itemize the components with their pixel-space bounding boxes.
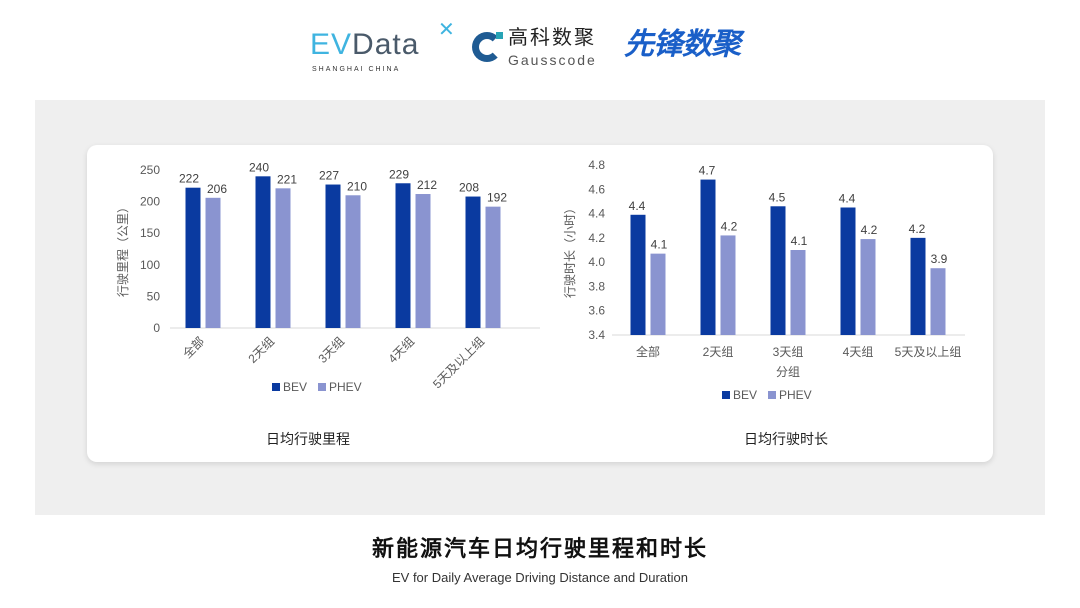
bar-bev — [910, 237, 926, 335]
bar-phev — [485, 206, 501, 328]
x-tick-label: 4天组 — [386, 334, 418, 366]
legend-label-bev: BEV — [733, 388, 757, 402]
data-label-phev: 206 — [207, 182, 227, 196]
bar-phev — [720, 235, 736, 335]
xianfeng-logo: 先锋数聚 — [624, 28, 741, 61]
y-tick-label: 4.8 — [588, 158, 605, 172]
x-tick-label: 全部 — [636, 344, 660, 359]
y-tick-label: 200 — [140, 195, 160, 209]
legend-swatch-bev — [722, 391, 730, 399]
bar-bev — [395, 183, 411, 328]
data-label-bev: 227 — [319, 169, 339, 183]
y-tick-label: 4.0 — [588, 255, 605, 269]
legend-label-phev: PHEV — [779, 388, 812, 402]
legend-swatch-phev — [318, 383, 326, 391]
x-axis-label: 分组 — [776, 365, 800, 379]
y-axis-label: 行驶时长（小时） — [562, 202, 577, 298]
y-tick-label: 4.6 — [588, 182, 605, 196]
bar-bev — [770, 206, 786, 335]
data-label-bev: 208 — [459, 181, 479, 195]
bar-phev — [415, 194, 431, 328]
x-tick-label: 3天组 — [316, 334, 348, 366]
y-tick-label: 0 — [153, 321, 160, 335]
footer-subtitle: EV for Daily Average Driving Distance an… — [391, 570, 689, 585]
data-label-phev: 192 — [487, 191, 507, 205]
gausscode-logo-cn: 高科数聚 — [508, 27, 596, 49]
data-label-phev: 4.2 — [721, 219, 738, 233]
x-tick-label: 2天组 — [246, 334, 278, 366]
legend-swatch-phev — [768, 391, 776, 399]
y-tick-label: 3.4 — [588, 328, 605, 342]
bar-bev — [465, 196, 481, 328]
data-label-bev: 4.4 — [839, 192, 856, 206]
bar-phev — [345, 195, 361, 328]
data-label-bev: 229 — [389, 167, 409, 181]
evdata-logo: EVData ✕ — [310, 19, 456, 61]
y-axis-label: 行驶里程（公里） — [115, 201, 130, 297]
data-label-bev: 222 — [179, 172, 199, 186]
bar-phev — [930, 268, 946, 335]
data-label-phev: 212 — [417, 178, 437, 192]
gausscode-logo-square — [496, 32, 503, 39]
y-tick-label: 250 — [140, 163, 160, 177]
data-label-bev: 240 — [249, 160, 269, 174]
data-label-bev: 4.7 — [699, 164, 716, 178]
legend-label-bev: BEV — [283, 380, 307, 394]
bar-bev — [325, 184, 341, 328]
bar-bev — [255, 176, 271, 328]
x-tick-label: 3天组 — [773, 345, 804, 359]
y-tick-label: 3.6 — [588, 304, 605, 318]
data-label-phev: 210 — [347, 179, 367, 193]
bar-bev — [185, 187, 201, 328]
bar-phev — [275, 188, 291, 328]
bar-phev — [205, 197, 221, 328]
bar-bev — [840, 207, 856, 335]
y-tick-label: 4.2 — [588, 231, 605, 245]
gausscode-logo-en: Gausscode — [508, 52, 597, 68]
footer-title: 新能源汽车日均行驶里程和时长 — [371, 536, 708, 561]
data-label-bev: 4.2 — [909, 222, 926, 236]
x-tick-label: 5天及以上组 — [430, 334, 487, 391]
x-tick-label: 4天组 — [843, 345, 874, 359]
legend-swatch-bev — [272, 383, 280, 391]
y-tick-label: 100 — [140, 258, 160, 272]
chart-title: 日均行驶时长 — [744, 431, 828, 447]
y-tick-label: 150 — [140, 226, 160, 240]
x-tick-label: 全部 — [180, 334, 208, 362]
data-label-phev: 3.9 — [931, 252, 948, 266]
bar-phev — [860, 239, 876, 335]
data-label-bev: 4.4 — [629, 199, 646, 213]
data-label-bev: 4.5 — [769, 190, 786, 204]
chart-title: 日均行驶里程 — [266, 431, 350, 447]
logo-bar: EVData ✕ SHANGHAI CHINA 高科数聚 Gausscode 先锋… — [0, 19, 1080, 73]
data-label-phev: 4.1 — [791, 234, 808, 248]
bar-phev — [790, 250, 806, 335]
bar-phev — [650, 253, 666, 335]
y-tick-label: 50 — [147, 289, 161, 303]
data-label-phev: 4.2 — [861, 223, 878, 237]
gausscode-logo-icon — [472, 32, 502, 62]
x-tick-label: 5天及以上组 — [895, 345, 962, 359]
evdata-logo-sub: SHANGHAI CHINA — [312, 66, 401, 73]
bar-bev — [700, 179, 716, 335]
data-label-phev: 4.1 — [651, 238, 668, 252]
bar-bev — [630, 214, 646, 335]
y-tick-label: 4.4 — [588, 207, 605, 221]
x-tick-label: 2天组 — [703, 345, 734, 359]
y-tick-label: 3.8 — [588, 279, 605, 293]
legend-label-phev: PHEV — [329, 380, 362, 394]
data-label-phev: 221 — [277, 172, 297, 186]
